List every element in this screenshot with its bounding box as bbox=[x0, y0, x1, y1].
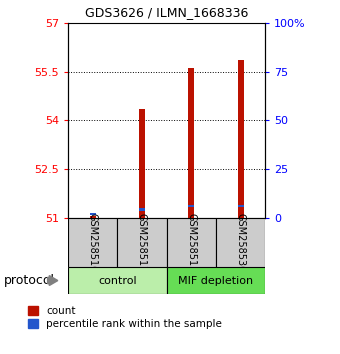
Bar bbox=[139, 109, 145, 218]
Bar bbox=[238, 205, 243, 207]
Text: GSM258515: GSM258515 bbox=[186, 213, 196, 272]
Title: GDS3626 / ILMN_1668336: GDS3626 / ILMN_1668336 bbox=[85, 6, 248, 19]
Text: MIF depletion: MIF depletion bbox=[178, 275, 253, 286]
Bar bbox=[188, 68, 194, 218]
Bar bbox=[90, 212, 96, 215]
Bar bbox=[238, 60, 243, 218]
Text: GSM258530: GSM258530 bbox=[236, 213, 245, 272]
Text: protocol: protocol bbox=[3, 274, 54, 287]
Bar bbox=[117, 218, 167, 267]
Bar bbox=[68, 218, 117, 267]
Bar bbox=[188, 205, 194, 207]
Text: GSM258517: GSM258517 bbox=[137, 213, 147, 272]
Bar bbox=[167, 218, 216, 267]
Bar bbox=[216, 218, 265, 267]
Bar bbox=[68, 267, 167, 294]
Text: control: control bbox=[98, 275, 137, 286]
Bar bbox=[90, 216, 96, 218]
Legend: count, percentile rank within the sample: count, percentile rank within the sample bbox=[28, 306, 222, 329]
Bar bbox=[167, 267, 265, 294]
Text: GSM258516: GSM258516 bbox=[88, 213, 98, 272]
Bar bbox=[139, 208, 145, 211]
